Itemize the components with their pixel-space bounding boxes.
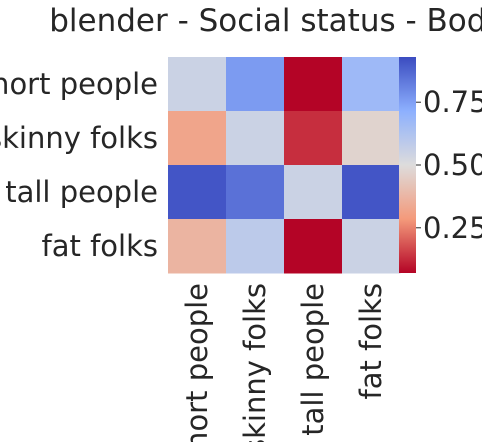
heatmap-cell (168, 165, 227, 220)
row-tick-label: short people (0, 67, 158, 101)
colorbar (399, 57, 416, 273)
colorbar-tick-label: 0.50 (423, 148, 482, 182)
row-tick-label: skinny folks (0, 121, 158, 155)
colorbar-tick-label: 0.25 (423, 211, 482, 245)
heatmap-cell (168, 219, 227, 274)
column-tick-label: short people (180, 283, 214, 442)
column-tick-label: skinny folks (238, 283, 272, 442)
heatmap-cell (168, 57, 227, 112)
heatmap-cell (342, 219, 401, 274)
colorbar-ticks: 0.25 0.50 0.75 (416, 85, 482, 245)
heatmap-cell (284, 111, 343, 166)
row-tick-label: fat folks (42, 229, 158, 263)
row-tick-label: tall people (5, 175, 158, 209)
column-tick-label: fat folks (354, 283, 388, 399)
column-tick-label: tall people (296, 283, 330, 436)
colorbar-tick-label: 0.75 (423, 85, 482, 119)
heatmap-cell (226, 219, 285, 274)
row-tick-labels: short people skinny folks tall people fat f… (0, 67, 158, 263)
heatmap-cell (342, 111, 401, 166)
heatmap-cells (168, 57, 401, 274)
heatmap-cell (226, 165, 285, 220)
chart-title: blender - Social status - Body (49, 3, 482, 39)
heatmap-cell (284, 57, 343, 112)
heatmap-cell (342, 165, 401, 220)
heatmap-cell (284, 165, 343, 220)
heatmap-cell (226, 57, 285, 112)
heatmap-cell (284, 219, 343, 274)
heatmap-cell (342, 57, 401, 112)
heatmap-cell (226, 111, 285, 166)
heatmap-cell (168, 111, 227, 166)
column-tick-labels: short people skinny folks tall people fat f… (180, 283, 388, 442)
